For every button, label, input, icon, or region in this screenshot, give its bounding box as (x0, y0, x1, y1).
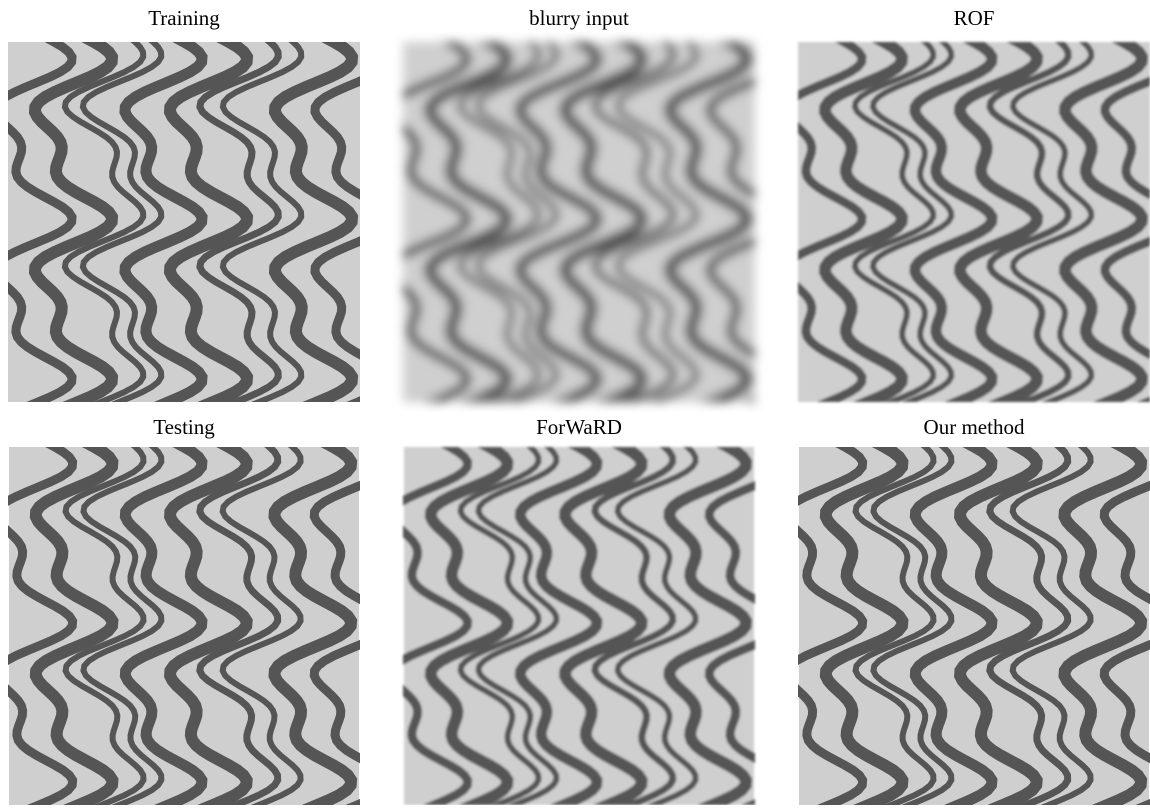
panel-image (0, 437, 391, 805)
panel-image (390, 32, 787, 412)
panel-image (785, 32, 1150, 412)
panel-title: ROF (954, 6, 995, 30)
panel-title: Our method (924, 415, 1025, 439)
panel-title: blurry input (529, 6, 629, 30)
panel-title: ForWaRD (536, 415, 622, 439)
panel-image (786, 437, 1150, 805)
panel-title: Training (148, 6, 220, 30)
panel-image (391, 437, 786, 805)
panel-title: Testing (153, 415, 215, 439)
panel-image (0, 32, 392, 412)
